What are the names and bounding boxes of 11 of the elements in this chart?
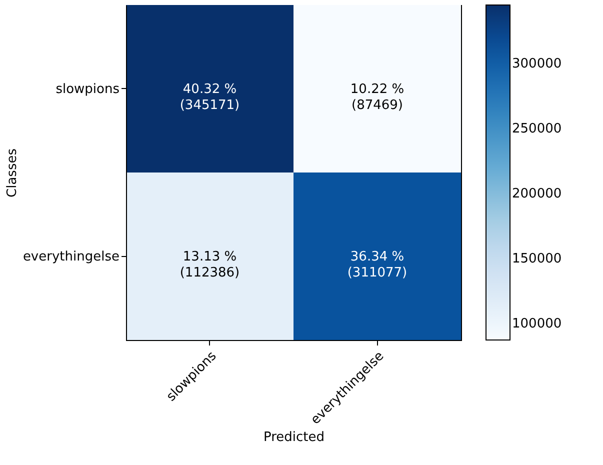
color-bar-label: 200000 [512,186,562,202]
data-label: 13.13 % (112386) [180,249,240,280]
data-label: 36.34 % (311077) [347,249,408,280]
color-bar-label: 300000 [512,56,562,72]
color-bar-label: 150000 [512,252,562,267]
data-label: 40.32 % (345171) [180,82,240,113]
x-axis-title: Predicted [263,430,325,445]
color-bar-label: 100000 [512,316,562,332]
color-bar-label: 250000 [512,122,562,137]
data-label: 10.22 % (87469) [350,82,404,113]
y-axis-title: Classes [4,148,20,198]
